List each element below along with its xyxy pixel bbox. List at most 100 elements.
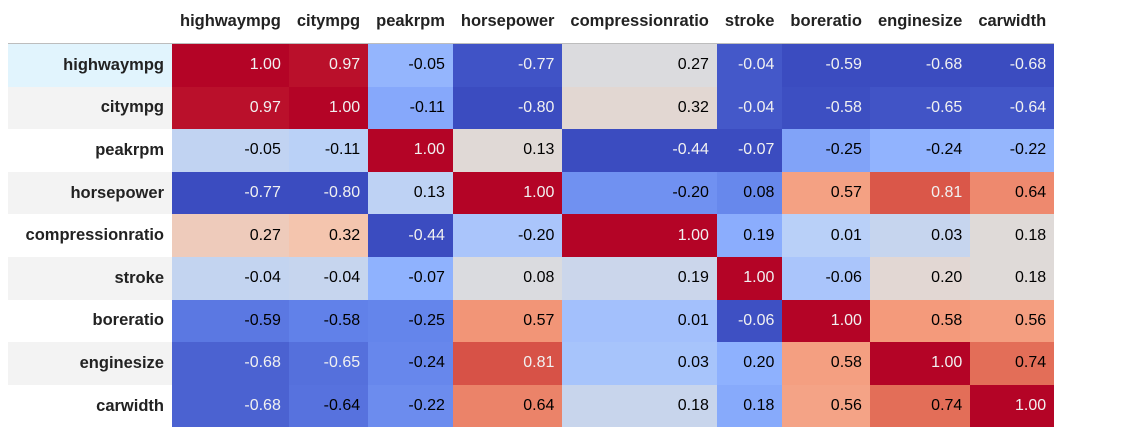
column-header: horsepower (452, 0, 563, 44)
correlation-cell: -0.20 (562, 171, 717, 215)
correlation-cell: 0.64 (970, 171, 1055, 215)
correlation-cell: 0.19 (562, 256, 717, 300)
correlation-cell: -0.04 (172, 256, 289, 300)
correlation-cell: 0.97 (288, 43, 369, 87)
correlation-cell: -0.68 (869, 43, 971, 87)
correlation-cell: -0.04 (288, 256, 369, 300)
correlation-cell: 0.27 (172, 214, 289, 257)
row-label: stroke (8, 256, 172, 300)
correlation-cell: 0.32 (288, 214, 369, 257)
correlation-cell: 0.81 (869, 171, 971, 215)
correlation-cell: -0.64 (970, 86, 1055, 130)
correlation-cell: 0.97 (172, 86, 289, 130)
correlation-cell: 0.18 (716, 384, 783, 428)
correlation-cell: -0.77 (172, 171, 289, 215)
correlation-cell: 0.20 (716, 342, 783, 385)
row-label: citympg (8, 86, 172, 130)
correlation-cell: -0.04 (716, 86, 783, 130)
correlation-cell: -0.58 (782, 86, 870, 130)
correlation-cell: -0.58 (288, 299, 369, 343)
correlation-cell: 1.00 (782, 299, 870, 343)
header-row: highwaympg citympg peakrpm horsepower compre… (8, 0, 1055, 44)
correlation-cell: -0.80 (288, 171, 369, 215)
correlation-cell: 0.74 (970, 342, 1055, 385)
column-header: stroke (716, 0, 783, 44)
table-row: carwidth -0.68 -0.64 -0.22 0.64 0.18 0.18 0.56 0… (8, 384, 1055, 428)
correlation-cell: 0.57 (782, 171, 870, 215)
correlation-cell: 0.08 (716, 171, 783, 215)
column-header: enginesize (869, 0, 971, 44)
correlation-cell: -0.65 (869, 86, 971, 130)
correlation-cell: 0.58 (869, 299, 971, 343)
correlation-cell: 0.13 (452, 129, 563, 172)
correlation-cell: -0.64 (288, 384, 369, 428)
correlation-cell: -0.07 (368, 256, 453, 300)
correlation-cell: 0.64 (452, 384, 563, 428)
column-header: compressionratio (562, 0, 717, 44)
correlation-cell: 1.00 (970, 384, 1055, 428)
correlation-cell: 0.57 (452, 299, 563, 343)
row-label: horsepower (8, 171, 172, 215)
correlation-cell: -0.05 (172, 129, 289, 172)
correlation-cell: -0.68 (970, 43, 1055, 87)
correlation-cell: 0.01 (782, 214, 870, 257)
correlation-cell: -0.22 (970, 129, 1055, 172)
table-row: horsepower -0.77 -0.80 0.13 1.00 -0.20 0.08 0.5… (8, 171, 1055, 215)
correlation-cell: 0.20 (869, 256, 971, 300)
correlation-cell: 1.00 (452, 171, 563, 215)
correlation-cell: 0.74 (869, 384, 971, 428)
correlation-cell: 0.32 (562, 86, 717, 130)
correlation-cell: 0.01 (562, 299, 717, 343)
correlation-cell: 0.13 (368, 171, 453, 215)
correlation-cell: 0.58 (782, 342, 870, 385)
correlation-cell: 0.27 (562, 43, 717, 87)
row-label: carwidth (96, 396, 164, 415)
correlation-cell: -0.22 (368, 384, 453, 428)
column-header: carwidth (970, 0, 1055, 44)
correlation-cell: -0.20 (452, 214, 563, 257)
correlation-cell: -0.25 (368, 299, 453, 343)
correlation-cell: -0.05 (368, 43, 453, 87)
correlation-cell: 0.56 (970, 299, 1055, 343)
correlation-cell: -0.59 (782, 43, 870, 87)
correlation-cell: -0.06 (716, 299, 783, 343)
row-label: compressionratio (25, 226, 164, 245)
column-header: highwaympg (172, 0, 289, 44)
table-row: boreratio -0.59 -0.58 -0.25 0.57 0.01 -0.06 1.0… (8, 299, 1055, 343)
correlation-cell: -0.24 (869, 129, 971, 172)
column-header: boreratio (782, 0, 870, 44)
correlation-cell: -0.06 (782, 256, 870, 300)
correlation-cell: 0.18 (970, 256, 1055, 300)
correlation-cell: 0.08 (452, 256, 563, 300)
table-row: enginesize -0.68 -0.65 -0.24 0.81 0.03 0.20 0.5… (8, 342, 1055, 385)
correlation-cell: -0.44 (562, 129, 717, 172)
row-label: highwaympg (8, 43, 172, 87)
corner-cell (8, 0, 172, 44)
correlation-cell: -0.68 (172, 342, 289, 385)
table-row: compressionratio 0.27 0.32 -0.44 -0.20 1.00 0.… (8, 214, 1055, 257)
correlation-cell: 1.00 (869, 342, 971, 385)
correlation-cell: -0.77 (452, 43, 563, 87)
correlation-cell: 0.18 (562, 384, 717, 428)
correlation-cell: 1.00 (288, 86, 369, 130)
row-label: peakrpm (95, 140, 164, 159)
correlation-cell: -0.68 (172, 384, 289, 428)
correlation-cell: -0.11 (368, 86, 453, 130)
correlation-cell: 1.00 (368, 129, 453, 172)
correlation-cell: -0.24 (368, 342, 453, 385)
correlation-cell: -0.80 (452, 86, 563, 130)
correlation-cell: -0.44 (368, 214, 453, 257)
correlation-cell: 0.81 (452, 342, 563, 385)
correlation-cell: 0.56 (782, 384, 870, 428)
correlation-cell: 0.19 (716, 214, 783, 257)
correlation-cell: -0.25 (782, 129, 870, 172)
column-header: peakrpm (368, 0, 453, 44)
row-label: enginesize (8, 342, 172, 385)
correlation-cell: 1.00 (716, 256, 783, 300)
table-row: peakrpm -0.05 -0.11 1.00 0.13 -0.44 -0.07 -0.25… (8, 129, 1055, 172)
correlation-cell: -0.65 (288, 342, 369, 385)
correlation-cell: -0.59 (172, 299, 289, 343)
column-header: citympg (288, 0, 369, 44)
correlation-cell: 0.03 (869, 214, 971, 257)
table-row: highwaympg 1.00 0.97 -0.05 -0.77 0.27 -0.04 -0.… (8, 43, 1055, 87)
